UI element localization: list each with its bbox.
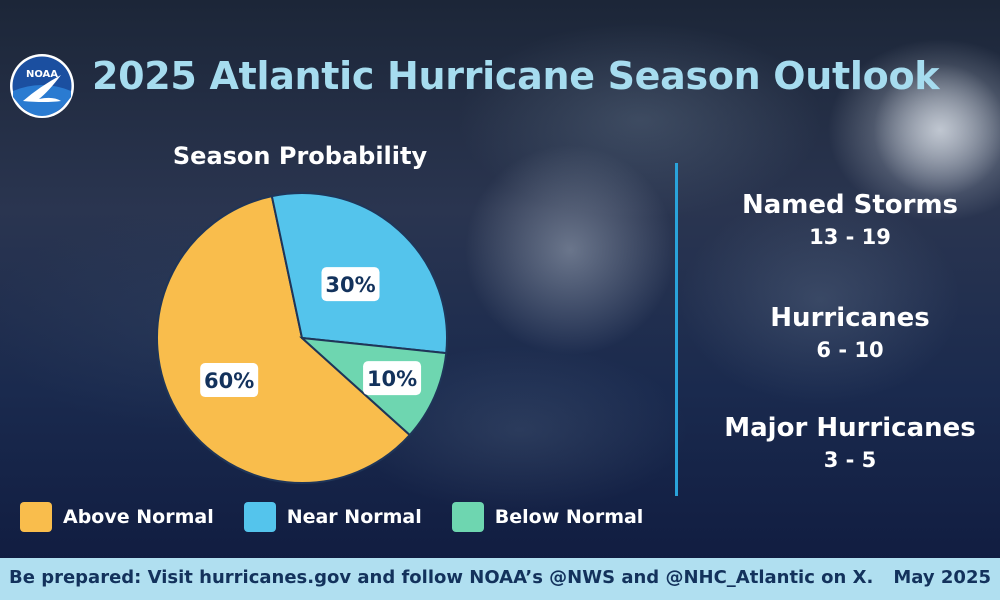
- chart-title: Season Probability: [172, 142, 428, 170]
- data-label-below-normal: 10%: [363, 361, 422, 396]
- data-label-box: [363, 361, 422, 396]
- data-label-text: 60%: [204, 369, 254, 393]
- noaa-logo: NOAA: [10, 54, 74, 118]
- data-label-text: 30%: [325, 273, 375, 297]
- divider: [675, 163, 678, 496]
- stat-major-hurricanes: Major Hurricanes 3 - 5: [700, 413, 1000, 473]
- legend-item-below-normal: Below Normal: [451, 502, 644, 532]
- footer-text: Be prepared: Visit hurricanes.gov and fo…: [9, 567, 874, 588]
- footer-date: May 2025: [893, 567, 991, 588]
- stat-label: Major Hurricanes: [724, 413, 976, 443]
- stat-value: 13 - 19: [809, 225, 891, 249]
- legend-swatch-below-normal: [451, 502, 484, 532]
- footer-bar: Be prepared: Visit hurricanes.gov and fo…: [0, 558, 1000, 600]
- pie-slice-above-normal: [156, 194, 412, 484]
- stat-named-storms: Named Storms 13 - 19: [700, 190, 1000, 250]
- legend-swatch-near-normal: [243, 502, 276, 532]
- legend-swatch-above-normal: [20, 502, 52, 532]
- legend-label: Above Normal: [63, 506, 214, 528]
- stat-value: 3 - 5: [823, 448, 877, 472]
- legend-label: Near Normal: [286, 506, 422, 528]
- stat-label: Named Storms: [741, 190, 959, 220]
- legend-label: Below Normal: [494, 506, 644, 528]
- page-title: 2025 Atlantic Hurricane Season Outlook: [92, 54, 940, 98]
- stat-label: Hurricanes: [770, 303, 930, 333]
- data-label-near-normal: 30%: [321, 267, 380, 302]
- chart-legend: Above Normal Near Normal Below Normal: [20, 502, 673, 532]
- data-label-text: 10%: [367, 367, 417, 391]
- data-label-box: [200, 363, 259, 398]
- legend-item-above-normal: Above Normal: [20, 502, 214, 532]
- data-label-box: [321, 267, 380, 302]
- legend-item-near-normal: Near Normal: [243, 502, 422, 532]
- stat-value: 6 - 10: [816, 338, 884, 362]
- stat-hurricanes: Hurricanes 6 - 10: [700, 303, 1000, 363]
- logo-text: NOAA: [26, 69, 58, 80]
- data-label-above-normal: 60%: [200, 363, 259, 398]
